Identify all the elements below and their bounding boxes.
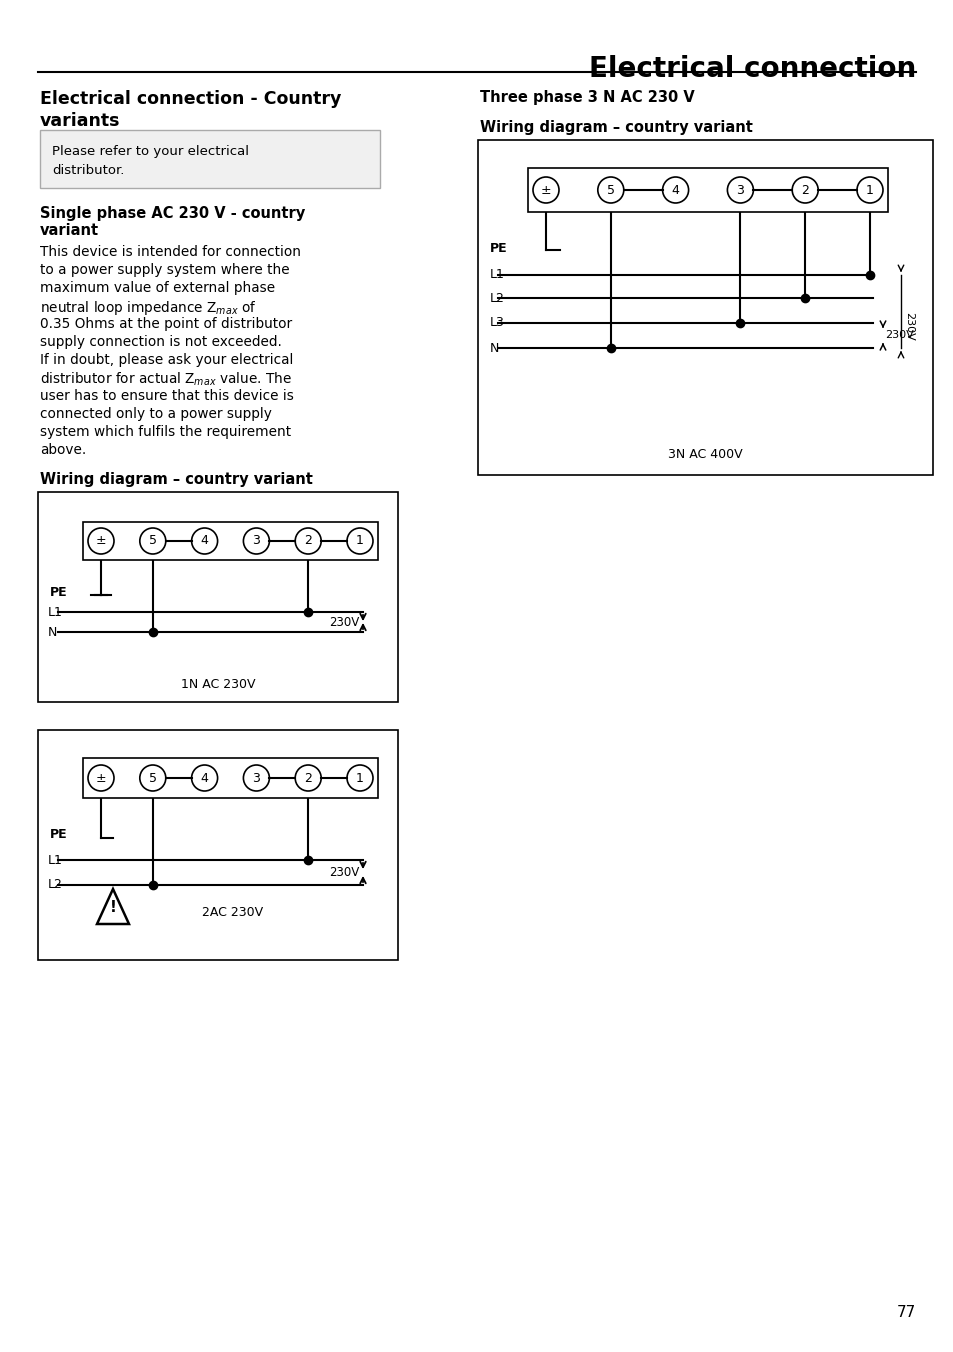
Text: 230V: 230V — [884, 330, 913, 341]
Bar — [38, 492, 397, 702]
Text: user has to ensure that this device is: user has to ensure that this device is — [40, 389, 294, 403]
Text: ±: ± — [540, 184, 551, 196]
Text: 1: 1 — [355, 534, 363, 548]
Text: L3: L3 — [490, 316, 504, 330]
Text: 230V: 230V — [329, 615, 358, 629]
Text: supply connection is not exceeded.: supply connection is not exceeded. — [40, 335, 281, 349]
Text: Electrical connection - Country: Electrical connection - Country — [40, 91, 341, 108]
Text: Three phase 3 N AC 230 V: Three phase 3 N AC 230 V — [479, 91, 694, 105]
Text: 2: 2 — [304, 534, 312, 548]
Text: ±: ± — [95, 534, 106, 548]
Text: neutral loop impedance Z$_{max}$ of: neutral loop impedance Z$_{max}$ of — [40, 299, 256, 316]
Text: PE: PE — [50, 829, 68, 841]
Text: Wiring diagram – country variant: Wiring diagram – country variant — [40, 472, 313, 487]
Text: L1: L1 — [48, 606, 63, 618]
Text: 3: 3 — [253, 772, 260, 784]
Text: PE: PE — [490, 242, 507, 254]
Bar — [83, 758, 377, 798]
Text: 3: 3 — [253, 534, 260, 548]
Bar — [83, 522, 377, 560]
Text: 0.35 Ohms at the point of distributor: 0.35 Ohms at the point of distributor — [40, 316, 292, 331]
Text: distributor.: distributor. — [52, 164, 124, 177]
Text: to a power supply system where the: to a power supply system where the — [40, 264, 290, 277]
Text: distributor for actual Z$_{max}$ value. The: distributor for actual Z$_{max}$ value. … — [40, 370, 292, 388]
Text: 5: 5 — [606, 184, 614, 196]
Bar — [40, 130, 379, 188]
Text: ±: ± — [95, 772, 106, 784]
Bar — [477, 141, 932, 475]
Text: variant: variant — [40, 223, 99, 238]
Text: maximum value of external phase: maximum value of external phase — [40, 281, 274, 295]
Text: 4: 4 — [671, 184, 679, 196]
Text: L1: L1 — [48, 853, 63, 867]
Text: L2: L2 — [490, 292, 504, 304]
Bar — [527, 168, 887, 212]
Text: 230V: 230V — [903, 311, 913, 341]
Text: Wiring diagram – country variant: Wiring diagram – country variant — [479, 120, 752, 135]
Text: PE: PE — [50, 585, 68, 599]
Text: Single phase AC 230 V - country: Single phase AC 230 V - country — [40, 206, 305, 220]
Text: This device is intended for connection: This device is intended for connection — [40, 245, 301, 260]
Text: 3N AC 400V: 3N AC 400V — [667, 449, 742, 461]
Text: N: N — [48, 626, 57, 638]
Text: system which fulfils the requirement: system which fulfils the requirement — [40, 425, 291, 439]
Text: 4: 4 — [200, 772, 209, 784]
Text: L1: L1 — [490, 269, 504, 281]
Text: 1: 1 — [355, 772, 363, 784]
Text: 77: 77 — [896, 1305, 915, 1320]
Text: connected only to a power supply: connected only to a power supply — [40, 407, 272, 420]
Text: 2AC 230V: 2AC 230V — [202, 906, 263, 918]
Text: Please refer to your electrical: Please refer to your electrical — [52, 145, 249, 158]
Text: variants: variants — [40, 112, 120, 130]
Text: 1N AC 230V: 1N AC 230V — [180, 677, 255, 691]
Bar — [38, 730, 397, 960]
Text: If in doubt, please ask your electrical: If in doubt, please ask your electrical — [40, 353, 294, 366]
Text: above.: above. — [40, 443, 86, 457]
Text: 3: 3 — [736, 184, 743, 196]
Text: N: N — [490, 342, 498, 354]
Text: Electrical connection: Electrical connection — [588, 55, 915, 82]
Text: 2: 2 — [801, 184, 808, 196]
Text: 5: 5 — [149, 772, 156, 784]
Text: L2: L2 — [48, 879, 63, 891]
Text: !: ! — [110, 900, 116, 915]
Text: 1: 1 — [865, 184, 873, 196]
Text: 230V: 230V — [329, 867, 358, 879]
Text: 4: 4 — [200, 534, 209, 548]
Text: 2: 2 — [304, 772, 312, 784]
Text: 5: 5 — [149, 534, 156, 548]
